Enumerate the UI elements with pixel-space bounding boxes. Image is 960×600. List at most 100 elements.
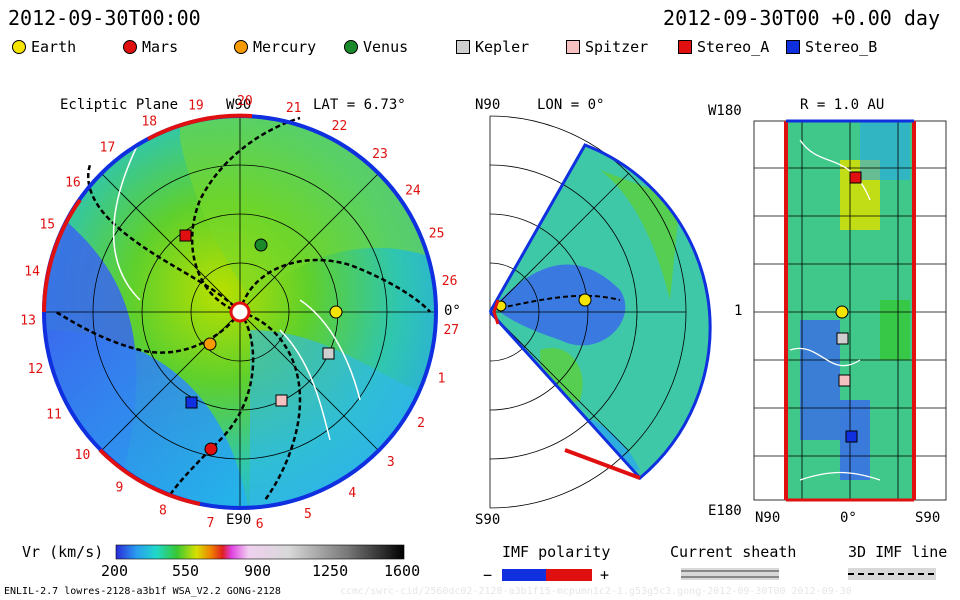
rotation-label: 17 (100, 141, 116, 156)
spitzer-marker-icon (566, 40, 580, 54)
legend-mercury: Mercury (234, 38, 316, 56)
legend-venus: Venus (344, 38, 408, 56)
rotation-label: 20 (237, 94, 253, 109)
rotation-label: 23 (372, 147, 388, 162)
rotation-label: 7 (207, 516, 215, 531)
ecliptic-lat-label: LAT = 6.73° (313, 97, 406, 113)
meridional-lon-label: LON = 0° (537, 97, 605, 113)
rotation-label: 5 (304, 507, 312, 522)
rotation-label: 6 (256, 517, 264, 532)
mercury-marker-icon (234, 40, 248, 54)
meridional-earth-marker-2 (578, 293, 592, 307)
ecliptic-plane-panel (42, 113, 438, 510)
ecliptic-top-label: W90 (226, 97, 252, 113)
colorbar-tick-1600: 1600 (384, 562, 421, 580)
carrington-rotation-labels: 19 20 212223242526271234567891011121314151… (20, 94, 459, 532)
meridional-bottom-label: S90 (475, 512, 501, 528)
rotation-label: 18 (141, 114, 157, 129)
elapsed-time: 2012-09-30T00 +0.00 day (663, 6, 940, 30)
mercury-marker (203, 337, 217, 351)
radial-bottom-label: E180 (708, 503, 742, 519)
rotation-label: 12 (28, 362, 44, 377)
rotation-label: 8 (159, 504, 167, 519)
radial-x-left: N90 (755, 510, 781, 526)
colorbar-tick-1250: 1250 (312, 562, 349, 580)
imf-plus-label: + (600, 566, 610, 584)
rotation-label: 3 (387, 455, 395, 470)
rotation-label: 25 (429, 227, 445, 242)
radial-earth-marker (835, 305, 849, 319)
radial-x-right: S90 (915, 510, 941, 526)
colorbar-label: Vr (km/s) (22, 543, 104, 561)
rotation-label: 4 (348, 486, 356, 501)
rotation-label: 15 (39, 218, 55, 233)
radial-mid-label: 1 (734, 303, 743, 319)
venus-marker (254, 238, 268, 252)
kepler-marker-icon (456, 40, 470, 54)
imf-polarity-title: IMF polarity (502, 543, 611, 561)
rotation-label: 27 (443, 323, 459, 338)
rotation-label: 2 (417, 416, 425, 431)
legend-mars: Mars (123, 38, 178, 56)
sun-icon (229, 301, 251, 323)
model-info: ENLIL-2.7 lowres-2128-a3b1f WSA_V2.2 GON… (4, 586, 281, 597)
radial-x-mid: 0° (840, 510, 857, 526)
colorbar-tick-550: 550 (172, 562, 200, 580)
rotation-label: 19 (188, 99, 204, 114)
meridional-top-label: N90 (475, 97, 501, 113)
imf-positive-swatch (546, 569, 592, 581)
rotation-label: 10 (75, 448, 91, 463)
rotation-label: 9 (115, 480, 123, 495)
ecliptic-title: Ecliptic Plane (60, 97, 179, 113)
imf-polarity-bar (502, 569, 592, 581)
meridional-plane-panel (488, 115, 712, 509)
legend-spitzer: Spitzer (566, 38, 648, 56)
current-sheath-swatch (681, 568, 779, 580)
rotation-label: 1 (438, 372, 446, 387)
colorbar (115, 544, 405, 560)
mars-marker (204, 442, 218, 456)
stereo-a-marker (179, 229, 192, 242)
stereo-b-marker-icon (786, 40, 800, 54)
simulation-time: 2012-09-30T00:00 (8, 6, 201, 30)
ecliptic-contours (113, 139, 361, 441)
mars-marker-icon (123, 40, 137, 54)
current-sheath-title: Current sheath (670, 543, 797, 561)
radial-stereo-b-marker (845, 430, 858, 443)
imf-minus-label: − (483, 566, 493, 584)
radial-stereo-a-marker (849, 171, 862, 184)
earth-marker-icon (12, 40, 26, 54)
radial-kepler-marker (836, 332, 849, 345)
kepler-marker (322, 347, 335, 360)
rotation-label: 13 (20, 313, 36, 328)
colorbar-tick-200: 200 (101, 562, 129, 580)
radial-top-label: W180 (708, 103, 742, 119)
watermark: ccmc/swrc-cid/2560dc02-2128-a3b1f15-mcpu… (340, 586, 852, 597)
colorbar-tick-900: 900 (244, 562, 272, 580)
spitzer-marker (275, 394, 288, 407)
rotation-label: 14 (24, 264, 40, 279)
radial-slice-panel (753, 119, 947, 502)
earth-marker (329, 305, 343, 319)
legend-stereo-b: Stereo_B (786, 38, 877, 56)
rotation-label: 11 (46, 408, 62, 423)
ecliptic-right-label: 0° (444, 303, 461, 319)
venus-marker-icon (344, 40, 358, 54)
stereo-b-marker (185, 396, 198, 409)
stereo-a-marker-icon (678, 40, 692, 54)
legend: Earth Mars Mercury Venus Kepler Spitzer … (10, 38, 950, 60)
rotation-label: 22 (332, 119, 348, 134)
rotation-label: 26 (442, 274, 458, 289)
imf-negative-swatch (502, 569, 546, 581)
rotation-label: 21 (286, 101, 302, 116)
colorbar-gradient (115, 544, 405, 560)
radial-title: R = 1.0 AU (800, 97, 885, 113)
legend-kepler: Kepler (456, 38, 529, 56)
imf3d-swatch (848, 568, 936, 580)
imf3d-title: 3D IMF line (848, 543, 948, 561)
ecliptic-imf-lines (55, 116, 431, 501)
legend-earth: Earth (12, 38, 76, 56)
radial-spitzer-marker (838, 374, 851, 387)
rotation-label: 24 (405, 183, 421, 198)
